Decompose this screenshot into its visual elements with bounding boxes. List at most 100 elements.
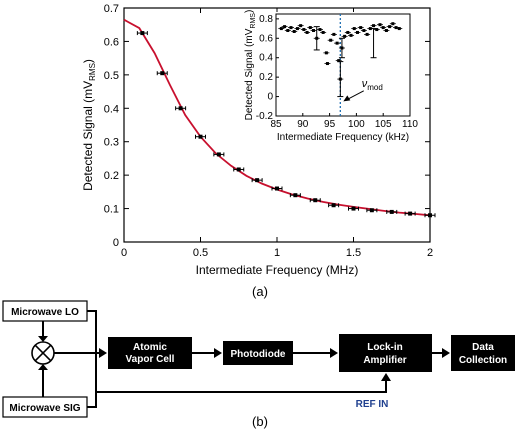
inset-data-point [324, 62, 331, 66]
inset-data-point [278, 27, 285, 31]
inset-y-tick-label: -0.2 [256, 111, 274, 122]
inset-data-point [334, 41, 341, 45]
nu-mod-label: νmod [362, 78, 383, 92]
main-data-points [136, 31, 436, 218]
inset-ticks: 85 90 95 100 105 110 -0.2 0 0.2 0.4 0.6 0.8 [256, 14, 419, 130]
inset-data-point [330, 32, 337, 36]
main-data-point [136, 31, 148, 36]
inset-plot: 85 90 95 100 105 110 -0.2 0 0.2 0.4 0.6 0.8 νmod In… [240, 10, 418, 143]
inset-x-tick-label: 90 [297, 119, 309, 130]
vapor-cell-line1: Atomic [133, 342, 167, 353]
main-y-tick-label: 0.5 [104, 70, 119, 82]
inset-background [240, 12, 412, 142]
inset-data-point [310, 29, 317, 33]
inset-data-point [364, 32, 371, 36]
photodiode-block [223, 341, 293, 365]
inset-data-point [327, 38, 334, 42]
main-y-tick-label: 0.6 [104, 36, 119, 48]
mixer-icon [31, 341, 55, 365]
inset-data-point [320, 30, 327, 34]
block-diagram: Microwave LO Microwave SIG [2, 300, 515, 418]
inset-data-point [294, 27, 301, 31]
main-x-tick-label: 2 [427, 247, 433, 259]
inset-data-point [386, 25, 393, 29]
inset-data-point [344, 30, 351, 34]
main-y-axis-label: Detected Signal (mVRMS) [81, 59, 97, 191]
inset-x-axis-label: Intermediate Frequency (kHz) [277, 132, 409, 143]
inset-data-point [376, 23, 383, 27]
main-y-tick-label: 0.1 [104, 204, 119, 216]
inset-y-tick-label: 0.8 [259, 14, 273, 25]
microwave-lo-label: Microwave LO [11, 307, 79, 318]
main-data-point [175, 106, 187, 111]
data-collection-line2: Collection [459, 355, 507, 366]
inset-y-tick-label: 0 [267, 92, 273, 103]
main-data-point [309, 198, 321, 203]
inset-data-points [278, 22, 403, 98]
inset-data-point [297, 24, 304, 28]
inset-data-point [348, 33, 355, 37]
inset-x-tick-label: 110 [402, 119, 418, 130]
inset-data-point [380, 26, 387, 30]
inset-data-point [383, 29, 390, 33]
lock-in-line1: Lock-in [367, 342, 403, 353]
main-data-point [289, 193, 301, 198]
main-y-tick-label: 0.3 [104, 137, 119, 149]
inset-y-tick-label: 0.6 [259, 33, 273, 44]
main-x-axis-label: Intermediate Frequency (MHz) [196, 263, 359, 277]
microwave-sig-label: Microwave SIG [9, 403, 80, 414]
main-y-tick-label: 0 [113, 237, 119, 249]
inset-data-point [313, 36, 320, 40]
inset-frame [275, 13, 411, 117]
main-x-tick-label: 0 [121, 247, 127, 259]
ref-in-label: REF IN [356, 399, 389, 410]
inset-data-point [291, 29, 298, 33]
inset-x-tick-label: 95 [324, 119, 336, 130]
data-collection-line1: Data [472, 342, 494, 353]
inset-data-point [357, 26, 364, 30]
inset-data-point [360, 29, 367, 33]
inset-y-tick-label: 0.4 [259, 53, 273, 64]
main-plot: 0 0.5 1 1.5 2 0 0.1 0.2 0.3 0.4 0.5 0.6 0.7 Intermed… [81, 3, 436, 277]
main-y-tick-label: 0.7 [104, 3, 119, 15]
main-x-tick-label: 1 [274, 247, 280, 259]
main-data-point [233, 167, 245, 172]
main-data-point [348, 206, 359, 211]
nu-mod-arrow [347, 90, 364, 100]
inset-y-tick-label: 0.2 [259, 72, 273, 83]
inset-x-tick-label: 100 [348, 119, 365, 130]
main-data-point [366, 208, 378, 213]
vapor-cell-block [108, 337, 192, 369]
main-data-point [213, 152, 225, 157]
nu-mod-arrowhead [343, 95, 351, 102]
inset-data-point [335, 59, 342, 63]
main-data-point [386, 209, 398, 214]
main-y-tick-label: 0.2 [104, 170, 119, 182]
inset-data-point [300, 28, 307, 32]
vapor-cell-line2: Vapor Cell [126, 354, 175, 365]
inset-x-tick-label: 105 [375, 119, 392, 130]
inset-data-point [337, 77, 344, 81]
inset-data-point [354, 30, 361, 34]
inset-data-point [389, 22, 396, 26]
main-ticks: 0 0.5 1 1.5 2 0 0.1 0.2 0.3 0.4 0.5 0.6 0.7 [104, 3, 433, 259]
lock-in-line2: Amplifier [363, 355, 406, 366]
inset-data-point [316, 28, 323, 32]
inset-data-point [396, 27, 403, 31]
main-data-point [404, 211, 416, 216]
main-data-point [251, 178, 263, 183]
inset-data-point [373, 28, 380, 32]
inset-data-point [284, 29, 291, 33]
main-x-tick-label: 1.5 [346, 247, 361, 259]
nu-mod-annotation: νmod [343, 78, 383, 102]
main-x-tick-label: 0.5 [193, 247, 208, 259]
main-data-point [156, 71, 168, 76]
lock-in-block [339, 334, 432, 372]
main-data-point [328, 203, 340, 208]
main-data-point [271, 186, 283, 191]
inset-data-point [323, 51, 330, 55]
inset-data-point [367, 27, 374, 31]
main-data-point [424, 213, 436, 218]
inset-data-point [288, 26, 295, 30]
